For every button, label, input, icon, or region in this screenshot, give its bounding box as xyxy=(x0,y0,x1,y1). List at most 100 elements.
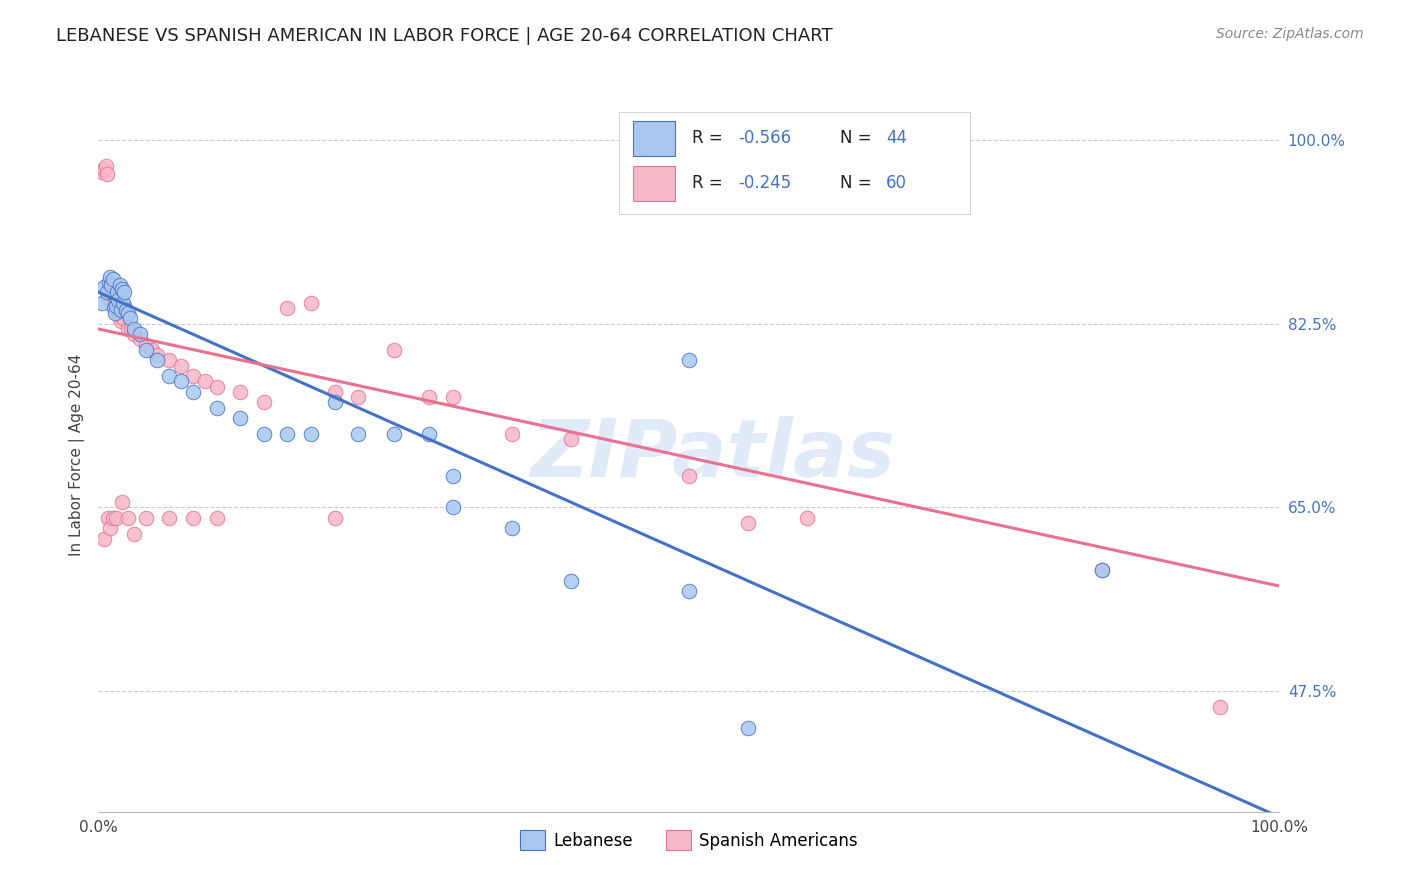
Point xyxy=(229,411,252,425)
Point xyxy=(122,322,145,336)
Point xyxy=(91,295,114,310)
Point xyxy=(128,327,150,342)
Point xyxy=(323,511,346,525)
Point xyxy=(181,511,204,525)
Point xyxy=(678,469,700,483)
Point xyxy=(323,395,346,409)
Point xyxy=(1091,563,1114,577)
Point xyxy=(105,299,128,313)
Point xyxy=(108,277,131,292)
Point xyxy=(101,282,124,296)
Point xyxy=(104,306,127,320)
Point xyxy=(181,369,204,384)
Point xyxy=(98,521,121,535)
Point xyxy=(181,384,204,399)
Point xyxy=(117,511,139,525)
Point xyxy=(501,426,523,441)
Point xyxy=(441,500,464,515)
Point xyxy=(737,516,759,530)
Point xyxy=(117,322,139,336)
Text: R =: R = xyxy=(692,129,728,147)
Point xyxy=(96,167,118,181)
Point xyxy=(382,426,405,441)
Point xyxy=(105,285,128,300)
Point xyxy=(104,295,127,310)
Point xyxy=(107,293,129,307)
Point xyxy=(135,511,157,525)
Text: R =: R = xyxy=(692,174,728,193)
Point xyxy=(253,426,276,441)
Legend: Lebanese, Spanish Americans: Lebanese, Spanish Americans xyxy=(513,823,865,857)
Bar xyxy=(633,120,675,155)
Point xyxy=(737,721,759,735)
Point xyxy=(128,333,150,347)
Point xyxy=(93,532,115,546)
Text: ZIPatlas: ZIPatlas xyxy=(530,416,896,494)
Point xyxy=(91,164,114,178)
Point xyxy=(98,269,121,284)
Point xyxy=(205,401,228,415)
Point xyxy=(323,384,346,399)
Point xyxy=(157,511,180,525)
Point xyxy=(105,303,128,318)
Point xyxy=(678,353,700,368)
Point xyxy=(97,511,120,525)
Point xyxy=(205,380,228,394)
Point xyxy=(98,280,121,294)
Point xyxy=(110,303,132,318)
Point xyxy=(111,282,134,296)
Point xyxy=(1091,563,1114,577)
Point xyxy=(170,359,193,373)
Point xyxy=(678,584,700,599)
Point xyxy=(117,306,139,320)
Point xyxy=(796,511,818,525)
Point xyxy=(146,353,169,368)
Point xyxy=(299,295,322,310)
Point xyxy=(110,313,132,327)
Point xyxy=(94,159,117,173)
Point xyxy=(111,495,134,509)
Point xyxy=(170,375,193,389)
Point xyxy=(111,301,134,315)
Point xyxy=(112,311,135,326)
Point xyxy=(347,426,370,441)
Point xyxy=(100,277,122,292)
Point xyxy=(98,288,121,302)
Point xyxy=(108,310,131,324)
Point xyxy=(96,285,118,300)
Text: LEBANESE VS SPANISH AMERICAN IN LABOR FORCE | AGE 20-64 CORRELATION CHART: LEBANESE VS SPANISH AMERICAN IN LABOR FO… xyxy=(56,27,832,45)
Point xyxy=(418,426,440,441)
Point xyxy=(276,426,298,441)
Point xyxy=(93,162,115,177)
Point xyxy=(560,432,582,446)
Point xyxy=(107,306,129,320)
Point xyxy=(122,526,145,541)
Text: N =: N = xyxy=(839,174,877,193)
Point xyxy=(441,390,464,404)
Point xyxy=(100,293,122,307)
Point xyxy=(120,311,142,326)
Point xyxy=(122,327,145,342)
Point xyxy=(1209,699,1232,714)
Point xyxy=(141,343,163,357)
Text: -0.245: -0.245 xyxy=(738,174,792,193)
Point xyxy=(105,299,128,313)
Point xyxy=(121,322,143,336)
Point xyxy=(229,384,252,399)
Point xyxy=(98,275,121,289)
Point xyxy=(93,280,115,294)
Point xyxy=(112,295,135,310)
Point xyxy=(112,285,135,300)
Y-axis label: In Labor Force | Age 20-64: In Labor Force | Age 20-64 xyxy=(69,354,84,556)
Point xyxy=(135,343,157,357)
Text: Source: ZipAtlas.com: Source: ZipAtlas.com xyxy=(1216,27,1364,41)
Point xyxy=(560,574,582,588)
Point xyxy=(135,337,157,351)
Point xyxy=(205,511,228,525)
Point xyxy=(101,271,124,285)
Text: -0.566: -0.566 xyxy=(738,129,792,147)
Point xyxy=(501,521,523,535)
Point xyxy=(347,390,370,404)
Point xyxy=(418,390,440,404)
Point xyxy=(112,299,135,313)
